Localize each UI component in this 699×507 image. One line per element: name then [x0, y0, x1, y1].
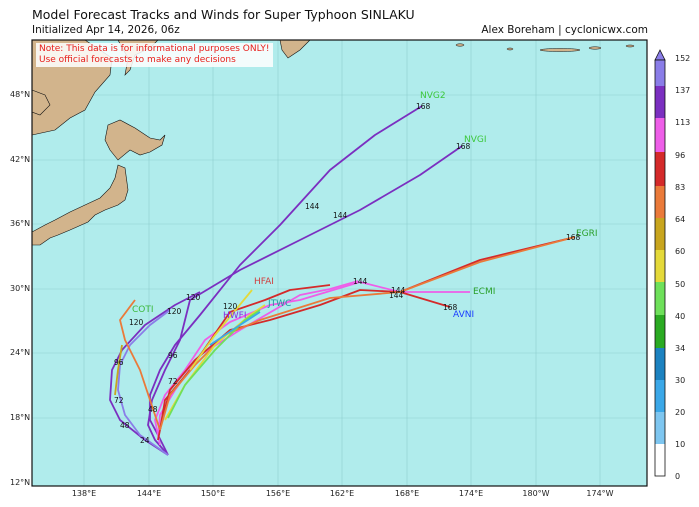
- lat-label: 48°N: [10, 90, 31, 99]
- model-label-egri: EGRI: [576, 229, 598, 239]
- svg-text:24: 24: [140, 436, 150, 445]
- model-label-coti: COTI: [132, 305, 154, 315]
- colorbar-tick: 30: [675, 376, 686, 385]
- ocean: [32, 40, 647, 486]
- model-labels: NVG2 NVGI ECMI AVNI HFAI JTWC HWFI COTI …: [132, 91, 598, 321]
- model-label-avni: AVNI: [453, 310, 474, 320]
- lon-label: 138°E: [71, 489, 97, 498]
- lat-label: 24°N: [10, 348, 31, 357]
- lat-label: 36°N: [10, 219, 31, 228]
- colorbar-tick: 20: [675, 408, 686, 417]
- svg-text:120: 120: [223, 302, 238, 311]
- colorbar-tick: 40: [675, 312, 686, 321]
- colorbar-tick: 113: [675, 118, 691, 127]
- model-label-jtwc: JTWC: [267, 299, 291, 309]
- lon-label: 174°W: [586, 489, 614, 498]
- svg-text:120: 120: [167, 307, 182, 316]
- lon-label: 156°E: [265, 489, 291, 498]
- svg-text:120: 120: [186, 293, 201, 302]
- model-label-hfai: HFAI: [254, 277, 274, 287]
- tau-labels: 168 168 168 168 144 144 120 120 120 120 …: [114, 102, 581, 445]
- svg-text:48: 48: [120, 421, 130, 430]
- svg-text:72: 72: [114, 396, 124, 405]
- svg-text:144: 144: [305, 202, 320, 211]
- model-label-ecmi: ECMI: [473, 287, 495, 297]
- init-time: Initialized Apr 14, 2026, 06z: [32, 24, 180, 36]
- lat-label: 42°N: [10, 155, 31, 164]
- colorbar-tick: 10: [675, 440, 686, 449]
- lat-label: 30°N: [10, 284, 31, 293]
- svg-text:144: 144: [391, 286, 406, 295]
- lat-label: 12°N: [10, 478, 31, 487]
- aleutian-islands: [455, 43, 635, 52]
- svg-text:72: 72: [168, 377, 178, 386]
- colorbar-tick: 64: [675, 215, 686, 224]
- svg-text:168: 168: [416, 102, 431, 111]
- model-label-hwfi: HWFI: [223, 311, 247, 321]
- model-label-nvgi: NVGI: [464, 135, 487, 145]
- lon-label: 168°E: [394, 489, 420, 498]
- colorbar-tick: 83: [675, 183, 686, 192]
- svg-text:144: 144: [389, 291, 404, 300]
- svg-text:96: 96: [168, 351, 178, 360]
- colorbar-tick: 50: [675, 280, 686, 289]
- forecast-tracks: [109, 105, 576, 456]
- colorbar-tick: 96: [675, 151, 686, 160]
- colorbar-tick: 137: [675, 86, 691, 95]
- colorbar-tick: 34: [675, 344, 686, 353]
- svg-text:48: 48: [148, 405, 158, 414]
- lon-label: 144°E: [136, 489, 162, 498]
- colorbar-tick: 152: [675, 54, 691, 63]
- chart-title: Model Forecast Tracks and Winds for Supe…: [32, 7, 415, 22]
- disclaimer-note: Note: This data is for informational pur…: [36, 43, 273, 67]
- lon-label: 174°E: [458, 489, 484, 498]
- svg-text:168: 168: [443, 303, 458, 312]
- map-frame: [31, 39, 648, 487]
- lon-label: 180°W: [522, 489, 550, 498]
- credit: Alex Boreham | cyclonicwx.com: [481, 24, 648, 36]
- lon-label: 150°E: [200, 489, 226, 498]
- svg-text:96: 96: [114, 358, 124, 367]
- svg-text:168: 168: [456, 142, 471, 151]
- model-label-nvg2: NVG2: [420, 91, 446, 101]
- svg-text:144: 144: [353, 277, 368, 286]
- lon-label: 162°E: [329, 489, 355, 498]
- colorbar-tick: 0: [675, 472, 681, 481]
- lat-label: 18°N: [10, 413, 31, 422]
- svg-text:168: 168: [566, 233, 581, 242]
- svg-text:120: 120: [129, 318, 144, 327]
- svg-text:144: 144: [333, 211, 348, 220]
- colorbar-tick: 60: [675, 247, 686, 256]
- wind-colorbar: [654, 49, 666, 477]
